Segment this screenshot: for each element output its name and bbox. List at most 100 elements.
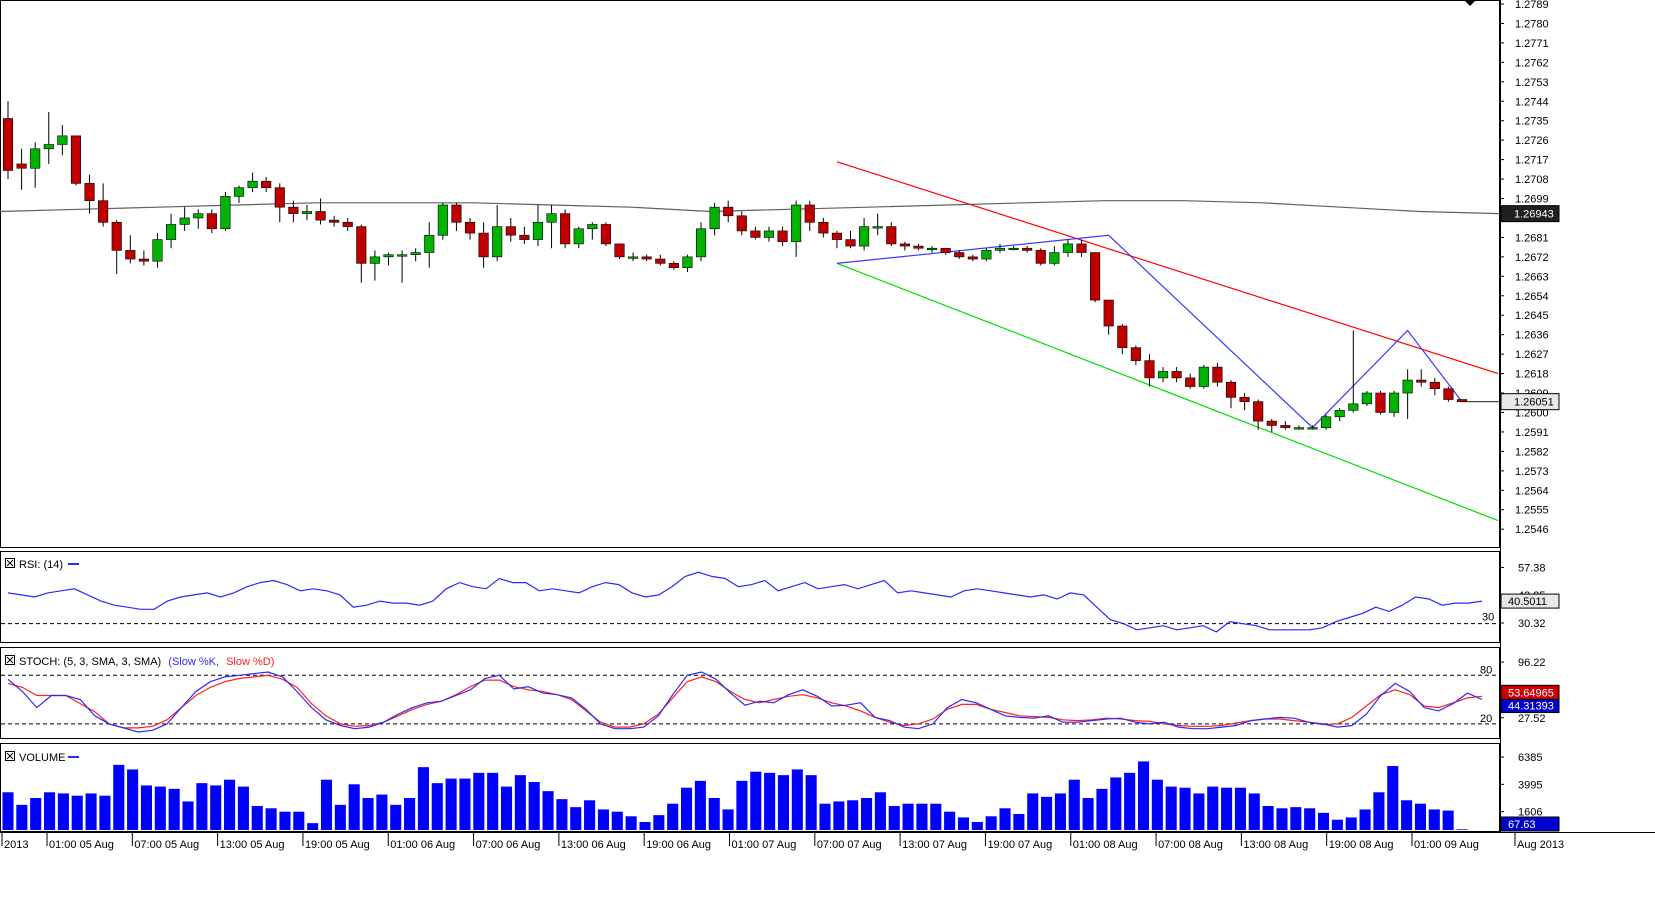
candle	[1130, 345, 1141, 365]
volume-bar	[1082, 798, 1094, 830]
candle-body	[913, 245, 924, 249]
candle	[1334, 408, 1345, 422]
time-tick-label: 19:00 08 Aug	[1329, 839, 1394, 851]
candle	[804, 200, 815, 231]
candle-body	[179, 217, 190, 225]
candle-body	[641, 256, 652, 260]
volume-bar	[1193, 793, 1205, 830]
candle	[1348, 330, 1359, 413]
volume-bar	[764, 772, 776, 830]
volume-last-tag: 67.63	[1508, 819, 1536, 831]
candle	[926, 246, 938, 253]
volume-bar	[957, 817, 970, 830]
stoch-d-label: Slow %D)	[226, 656, 274, 668]
candle-body	[1117, 325, 1128, 348]
candle	[818, 217, 829, 238]
candle-body	[600, 224, 611, 245]
candle-body	[383, 254, 394, 258]
candle	[383, 252, 394, 266]
candle	[1144, 354, 1155, 387]
candle-body	[560, 213, 571, 245]
price-tick-label: 1.2753	[1515, 77, 1549, 89]
last-price-tag: 1.26051	[1514, 397, 1554, 409]
volume-last-tag-box	[1500, 816, 1560, 832]
volume-bar	[196, 783, 208, 830]
volume-close-icon-x2	[6, 752, 14, 760]
candle-body	[967, 256, 978, 260]
stoch-k-line	[7, 671, 1483, 733]
volume-bar	[168, 788, 180, 830]
volume-bar	[1373, 792, 1385, 830]
volume-bar	[1068, 779, 1080, 830]
time-tick-label: 19:00 05 Aug	[305, 839, 370, 851]
candle-body	[614, 243, 625, 258]
candle	[369, 250, 380, 281]
chevron-down-icon[interactable]	[1465, 1, 1475, 6]
candle-body	[1212, 366, 1223, 383]
volume-bar	[791, 769, 803, 830]
candle	[1239, 393, 1250, 411]
price-tick-label: 1.2708	[1515, 174, 1549, 186]
candle-body	[831, 232, 842, 240]
candle	[2, 101, 14, 180]
volume-bar	[44, 792, 56, 830]
volume-bar	[999, 808, 1011, 830]
candle-body	[872, 226, 883, 229]
candle	[872, 213, 883, 236]
volume-bar	[847, 800, 859, 830]
stoch-tick-label: 27.52	[1518, 713, 1546, 725]
candle	[763, 226, 775, 242]
candle	[179, 207, 190, 231]
rsi-level-label: 30	[1482, 612, 1494, 624]
rsi-tick-label: 57.38	[1518, 562, 1546, 574]
candle	[614, 243, 625, 260]
price-tick-label: 1.2627	[1515, 349, 1549, 361]
candle	[451, 202, 462, 231]
volume-tick-label: 3995	[1518, 779, 1542, 791]
candle-body	[1008, 247, 1019, 251]
lower-channel-line	[836, 262, 1499, 522]
candle-body	[655, 258, 666, 264]
candle	[478, 222, 489, 268]
candle-body	[736, 215, 747, 232]
volume-bar	[182, 801, 194, 830]
candle-body	[1334, 410, 1345, 418]
candle-body	[695, 228, 707, 258]
volume-bar	[667, 803, 679, 830]
candle-body	[478, 232, 489, 258]
candle	[152, 233, 163, 268]
candle-body	[274, 187, 285, 208]
candle	[356, 224, 367, 283]
candle	[1157, 367, 1169, 383]
candle	[492, 205, 503, 262]
price-tick-label: 1.2636	[1515, 330, 1549, 342]
volume-bar	[1041, 796, 1053, 830]
candle-body	[940, 247, 951, 253]
rsi-tick-label: 30.32	[1518, 618, 1546, 630]
candle	[288, 200, 299, 223]
candle	[397, 250, 408, 283]
candle-body	[451, 204, 462, 223]
candle-body	[587, 224, 598, 230]
candle	[1293, 425, 1304, 430]
rsi-close-icon-x2	[6, 559, 14, 567]
candle-body	[288, 206, 299, 214]
price-axis: 1.2789 1.2780 1.2771 1.2762 1.2753 1.2744 1.27…	[1500, 0, 1549, 536]
candle-body	[30, 148, 41, 169]
candle	[777, 226, 788, 247]
candle	[587, 222, 598, 240]
candle-body	[166, 224, 177, 240]
price-tick-label: 1.2771	[1515, 38, 1549, 50]
volume-bar	[1013, 814, 1025, 830]
candle-body	[1321, 416, 1332, 428]
volume-bar	[1317, 812, 1330, 830]
volume-bar	[1137, 761, 1150, 830]
price-tick-label: 1.2699	[1515, 194, 1549, 206]
time-tick-label: 01:00 06 Aug	[390, 839, 455, 851]
volume-bar	[694, 780, 706, 830]
volume-bar	[71, 795, 83, 830]
candle	[16, 148, 27, 190]
ma-price-tag: 1.26943	[1514, 209, 1554, 221]
candle-body	[791, 204, 802, 243]
